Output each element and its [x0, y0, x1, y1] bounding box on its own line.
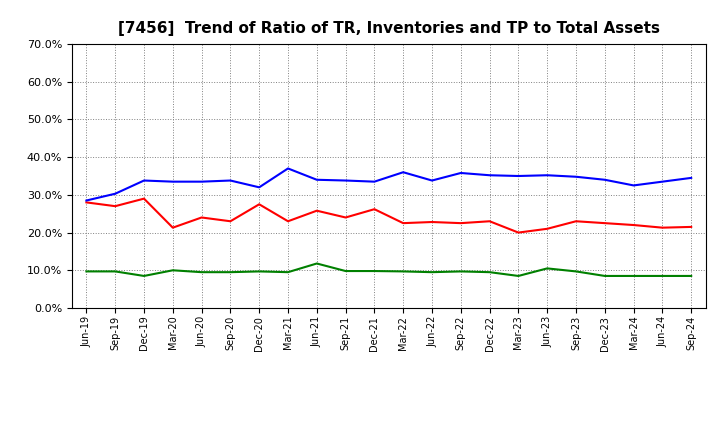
Line: Inventories: Inventories: [86, 169, 691, 201]
Trade Receivables: [658, 225, 667, 230]
Inventories: [543, 172, 552, 178]
Trade Payables: [456, 269, 465, 274]
Trade Payables: [399, 269, 408, 274]
Trade Receivables: [428, 220, 436, 225]
Trade Payables: [82, 269, 91, 274]
Trade Receivables: [111, 204, 120, 209]
Trade Payables: [168, 268, 177, 273]
Trade Receivables: [284, 219, 292, 224]
Inventories: [600, 177, 609, 183]
Line: Trade Receivables: Trade Receivables: [86, 198, 691, 233]
Trade Payables: [514, 273, 523, 279]
Trade Receivables: [255, 202, 264, 207]
Trade Payables: [572, 269, 580, 274]
Trade Receivables: [341, 215, 350, 220]
Trade Receivables: [687, 224, 696, 230]
Inventories: [140, 178, 148, 183]
Trade Payables: [629, 273, 638, 279]
Trade Receivables: [140, 196, 148, 201]
Trade Receivables: [543, 226, 552, 231]
Inventories: [572, 174, 580, 180]
Inventories: [629, 183, 638, 188]
Inventories: [687, 175, 696, 180]
Inventories: [82, 198, 91, 203]
Inventories: [399, 169, 408, 175]
Line: Trade Payables: Trade Payables: [86, 264, 691, 276]
Trade Payables: [658, 273, 667, 279]
Inventories: [485, 172, 494, 178]
Trade Payables: [543, 266, 552, 271]
Trade Payables: [370, 268, 379, 274]
Inventories: [255, 185, 264, 190]
Inventories: [658, 179, 667, 184]
Trade Receivables: [572, 219, 580, 224]
Trade Receivables: [197, 215, 206, 220]
Inventories: [284, 166, 292, 171]
Trade Receivables: [399, 220, 408, 226]
Trade Receivables: [629, 222, 638, 227]
Trade Receivables: [226, 219, 235, 224]
Trade Payables: [485, 270, 494, 275]
Trade Payables: [284, 270, 292, 275]
Trade Payables: [226, 270, 235, 275]
Trade Payables: [687, 273, 696, 279]
Trade Receivables: [370, 206, 379, 212]
Inventories: [312, 177, 321, 183]
Inventories: [370, 179, 379, 184]
Trade Receivables: [312, 208, 321, 213]
Trade Receivables: [485, 219, 494, 224]
Trade Receivables: [514, 230, 523, 235]
Trade Payables: [600, 273, 609, 279]
Inventories: [226, 178, 235, 183]
Inventories: [111, 191, 120, 196]
Inventories: [168, 179, 177, 184]
Trade Payables: [111, 269, 120, 274]
Inventories: [197, 179, 206, 184]
Trade Payables: [197, 270, 206, 275]
Inventories: [456, 170, 465, 176]
Inventories: [341, 178, 350, 183]
Inventories: [428, 178, 436, 183]
Trade Receivables: [168, 225, 177, 230]
Trade Receivables: [600, 220, 609, 226]
Inventories: [514, 173, 523, 179]
Trade Payables: [341, 268, 350, 274]
Trade Payables: [255, 269, 264, 274]
Title: [7456]  Trend of Ratio of TR, Inventories and TP to Total Assets: [7456] Trend of Ratio of TR, Inventories…: [118, 21, 660, 36]
Trade Receivables: [82, 200, 91, 205]
Trade Receivables: [456, 220, 465, 226]
Trade Payables: [140, 273, 148, 279]
Trade Payables: [312, 261, 321, 266]
Trade Payables: [428, 270, 436, 275]
